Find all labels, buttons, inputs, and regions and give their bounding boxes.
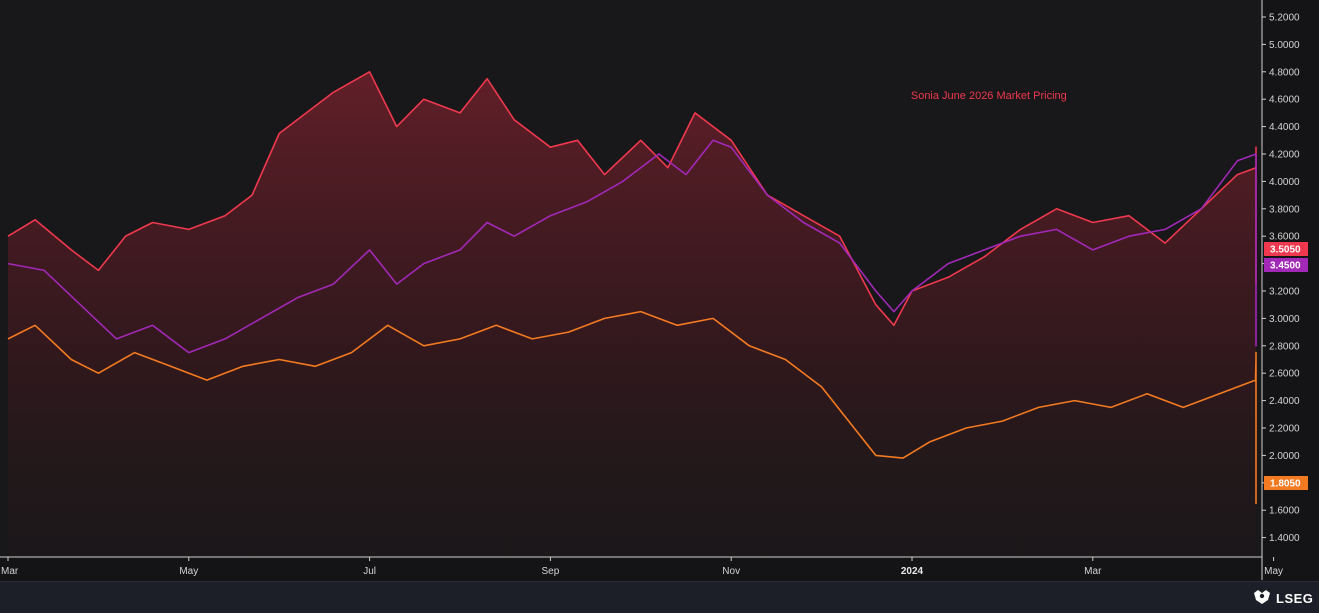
logo-text: LSEG <box>1276 591 1313 606</box>
sonia-last-value-text: 3.5050 <box>1270 245 1301 256</box>
x-tick-label: May <box>179 566 198 577</box>
y-tick-label: 3.6000 <box>1269 232 1300 243</box>
y-tick-label: 4.4000 <box>1269 122 1300 133</box>
footer-divider <box>0 581 1319 582</box>
x-tick-label: May <box>1264 566 1283 577</box>
y-tick-label: 2.8000 <box>1269 341 1300 352</box>
sonia-series-label: Sonia June 2026 Market Pricing <box>911 90 1067 102</box>
y-tick-label: 3.8000 <box>1269 204 1300 215</box>
y-tick-label: 4.6000 <box>1269 95 1300 106</box>
euribor-series-line <box>7 310 1257 505</box>
sonia-last-value-badge <box>1264 242 1308 256</box>
y-tick-label: 4.0000 <box>1269 177 1300 188</box>
sofr-last-value-badge <box>1264 258 1308 272</box>
y-tick-label: 2.0000 <box>1269 451 1300 462</box>
x-axis-ticks: MarMayJulSepNov2024MarMayJulSepNov2025Ma… <box>1 557 1283 577</box>
lseg-crest-icon <box>1254 590 1270 604</box>
euribor-last-value-text: 1.8050 <box>1270 479 1301 490</box>
x-tick-label: Mar <box>1084 566 1102 577</box>
y-tick-label: 4.2000 <box>1269 150 1300 161</box>
x-tick-label: Jul <box>363 566 376 577</box>
x-tick-label: 2024 <box>901 566 924 577</box>
sofr-series-line <box>7 139 1257 354</box>
y-tick-label: 3.0000 <box>1269 314 1300 325</box>
x-tick-label: Nov <box>722 566 740 577</box>
y-tick-label: 2.6000 <box>1269 369 1300 380</box>
y-tick-label: 2.4000 <box>1269 396 1300 407</box>
y-tick-label: 5.2000 <box>1269 13 1300 24</box>
y-tick-label: 1.4000 <box>1269 533 1300 544</box>
y-tick-label: 3.2000 <box>1269 287 1300 298</box>
x-tick-label: Mar <box>1 566 19 577</box>
y-tick-label: 1.6000 <box>1269 506 1300 517</box>
euribor-last-value-badge <box>1264 476 1308 490</box>
x-tick-label: Sep <box>542 566 560 577</box>
sofr-last-value-text: 3.4500 <box>1270 261 1301 272</box>
annotation-layer: Sonia June 2026 Market PricingSofr June … <box>911 90 1067 102</box>
y-tick-label: 5.0000 <box>1269 40 1300 51</box>
last-value-badges: 3.5050 3.4500 1.8050 <box>1264 242 1308 490</box>
y-tick-label: 4.8000 <box>1269 67 1300 78</box>
footer-bar <box>0 581 1319 613</box>
y-tick-label: 2.2000 <box>1269 424 1300 435</box>
series-layer <box>7 71 1257 505</box>
